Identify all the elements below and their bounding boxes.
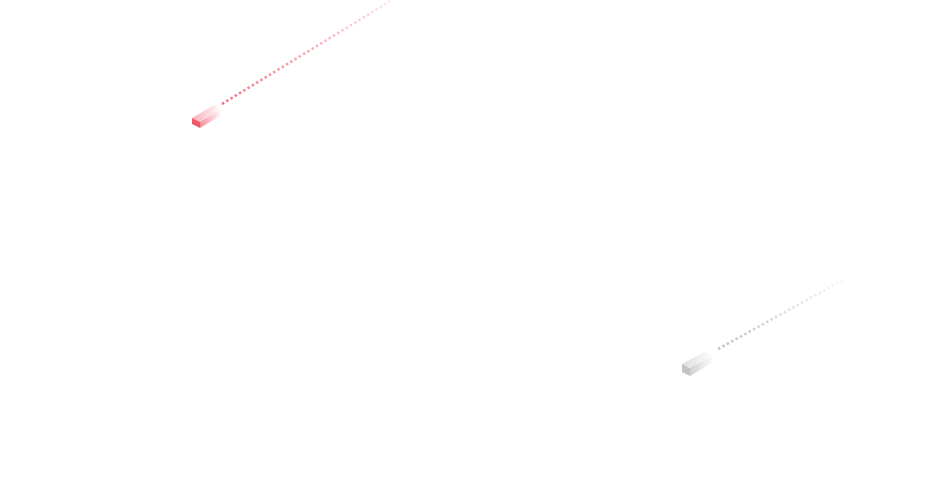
gray-streak bbox=[682, 278, 844, 376]
gray-streak-head-front bbox=[690, 356, 714, 376]
gray-streak-head-side bbox=[682, 364, 690, 376]
gray-streak-trail bbox=[717, 278, 844, 351]
gray-streak-head bbox=[682, 352, 714, 368]
red-streak-trail bbox=[221, 0, 393, 106]
red-streak-head bbox=[192, 105, 222, 122]
red-streak-head-side bbox=[192, 118, 200, 128]
red-streak-head-front bbox=[200, 109, 222, 128]
red-streak bbox=[192, 0, 393, 128]
